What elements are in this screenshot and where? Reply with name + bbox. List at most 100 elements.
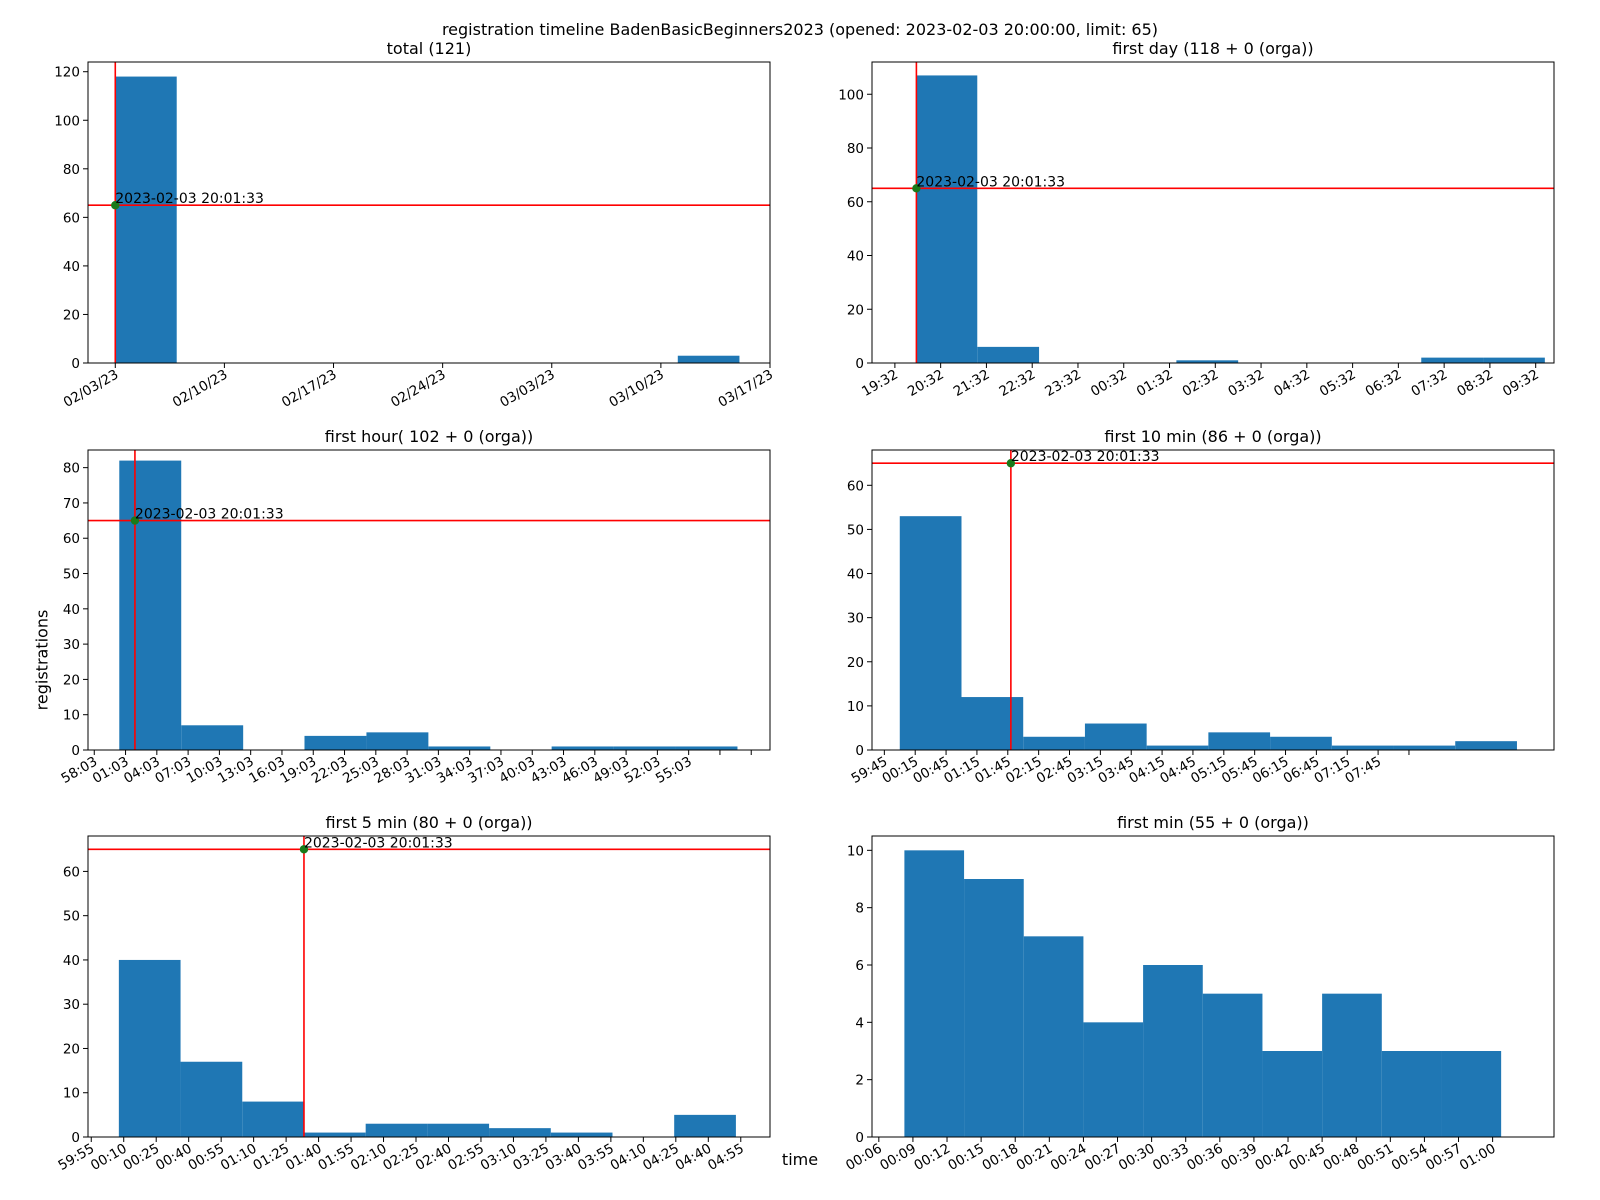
y-tick-label: 40 <box>847 249 864 265</box>
histogram-bar <box>1270 736 1332 750</box>
subplot-5: 2023-02-03 20:01:33 first 5 min (80 + 0 (… <box>56 813 771 1174</box>
y-tick-label: 40 <box>847 567 864 583</box>
histogram-bar <box>899 516 962 750</box>
x-tick-label: 00:21 <box>1014 1141 1056 1174</box>
x-tick-label: 08:32 <box>1454 367 1496 400</box>
histogram-bar <box>613 746 676 750</box>
histogram-bar <box>180 1061 243 1137</box>
x-tick-label: 07:32 <box>1408 367 1450 400</box>
x-tick-label: 01:00 <box>1457 1141 1499 1174</box>
subplot-title: first hour( 102 + 0 (orga)) <box>325 427 533 446</box>
y-tick-label: 60 <box>63 210 80 226</box>
histogram-bar <box>1455 741 1517 750</box>
axes-frame <box>871 449 1555 751</box>
y-tick-label: 0 <box>71 356 80 372</box>
histogram-bar <box>489 1128 551 1137</box>
histogram-bar <box>118 959 181 1137</box>
limit-reached-annotation: 2023-02-03 20:01:33 <box>304 835 453 851</box>
histogram-bar <box>428 746 491 750</box>
limit-reached-annotation: 2023-02-03 20:01:33 <box>916 174 1065 190</box>
y-tick-label: 120 <box>54 65 80 81</box>
histogram-bar <box>550 1132 613 1137</box>
y-tick-label: 60 <box>63 531 80 547</box>
subplot-title: first 10 min (86 + 0 (orga)) <box>1104 427 1321 446</box>
histogram-bar <box>961 697 1024 750</box>
x-tick-label: 03:32 <box>1225 367 1267 400</box>
y-tick-label: 60 <box>847 478 864 494</box>
histogram-bar <box>1441 1051 1502 1137</box>
y-tick-label: 20 <box>63 307 80 323</box>
histogram-bar <box>675 746 738 750</box>
y-tick-label: 40 <box>63 953 80 969</box>
y-tick-label: 50 <box>63 909 80 925</box>
histogram-bar <box>1023 936 1084 1137</box>
y-tick-label: 0 <box>855 743 864 759</box>
histogram-bar <box>904 850 965 1137</box>
x-tick-label: 00:51 <box>1355 1141 1397 1174</box>
x-tick-label: 00:27 <box>1082 1141 1124 1174</box>
limit-reached-marker <box>111 201 120 210</box>
histogram-bars <box>88 62 770 363</box>
subplot-title: first 5 min (80 + 0 (orga)) <box>325 813 532 832</box>
subplot-1: 2023-02-03 20:01:33 total (121) 0 20 40 60 80 1… <box>54 39 776 411</box>
x-axis-label: time <box>781 1150 819 1169</box>
y-tick-label: 0 <box>71 743 80 759</box>
histogram-bar <box>365 1123 428 1137</box>
subplot-3: 2023-02-03 20:01:33 first hour( 102 + 0 (… <box>59 427 771 787</box>
x-tick-label: 00:24 <box>1048 1141 1090 1174</box>
limit-reached-annotation: 2023-02-03 20:01:33 <box>115 191 264 207</box>
x-tick-label: 07:45 <box>1342 754 1384 787</box>
y-tick-label: 30 <box>847 611 864 627</box>
y-tick-label: 0 <box>855 1130 864 1146</box>
subplot-6: first min (55 + 0 (orga))024681000:0600:… <box>843 813 1555 1174</box>
histogram-bar <box>1208 732 1271 750</box>
histogram-bar <box>115 76 177 363</box>
limit-reached-marker <box>1006 459 1016 468</box>
histogram-bar <box>427 1123 490 1137</box>
histogram-bar <box>1262 1051 1323 1137</box>
y-tick-label: 70 <box>63 496 80 512</box>
y-tick-label: 0 <box>71 1130 80 1146</box>
x-tick-label: 02/10/23 <box>170 367 231 411</box>
y-tick-label: 80 <box>847 141 864 157</box>
histogram-bar <box>1393 745 1456 750</box>
histogram-bar <box>1146 745 1209 750</box>
histogram-bars <box>88 450 770 750</box>
histogram-bar <box>677 355 740 363</box>
histogram-bar <box>181 725 244 750</box>
histogram-bars <box>88 836 770 1137</box>
histogram-bar <box>1483 357 1545 363</box>
y-tick-label: 30 <box>63 637 80 653</box>
x-tick-label: 06:32 <box>1363 367 1405 400</box>
x-tick-label: 00:30 <box>1116 1141 1158 1174</box>
y-tick-label: 10 <box>63 708 80 724</box>
limit-reached-annotation: 2023-02-03 20:01:33 <box>135 507 284 523</box>
histogram-bar <box>1084 723 1147 750</box>
limit-reached-marker <box>912 184 921 193</box>
x-tick-label: 02:32 <box>1180 367 1222 400</box>
x-tick-label: 00:33 <box>1150 1141 1192 1174</box>
y-tick-label: 20 <box>63 1041 80 1057</box>
histogram-bar <box>303 1132 366 1137</box>
subplot-2: 2023-02-03 20:01:33 first day (118 + 0 (o… <box>838 39 1555 400</box>
x-tick-label: 03/03/23 <box>497 367 558 411</box>
y-tick-label: 4 <box>855 1015 864 1031</box>
y-tick-label: 20 <box>63 672 80 688</box>
y-tick-label: 20 <box>847 655 864 671</box>
x-tick-label: 02/17/23 <box>279 367 340 411</box>
axes-frame <box>871 61 1555 364</box>
histogram-bar <box>977 346 1040 363</box>
histogram-bar <box>1143 965 1203 1137</box>
histogram-bar <box>1023 736 1085 750</box>
subplot-title: first min (55 + 0 (orga)) <box>1117 813 1309 832</box>
x-tick-label: 01:32 <box>1134 367 1176 400</box>
y-tick-label: 20 <box>847 302 864 318</box>
histogram-bar <box>119 460 182 750</box>
x-tick-label: 02/24/23 <box>388 367 449 411</box>
limit-reached-marker <box>130 516 140 525</box>
x-tick-label: 00:39 <box>1218 1141 1260 1174</box>
y-tick-label: 100 <box>54 113 80 129</box>
histogram-bar <box>304 735 367 750</box>
histogram-bar <box>1083 1022 1144 1137</box>
